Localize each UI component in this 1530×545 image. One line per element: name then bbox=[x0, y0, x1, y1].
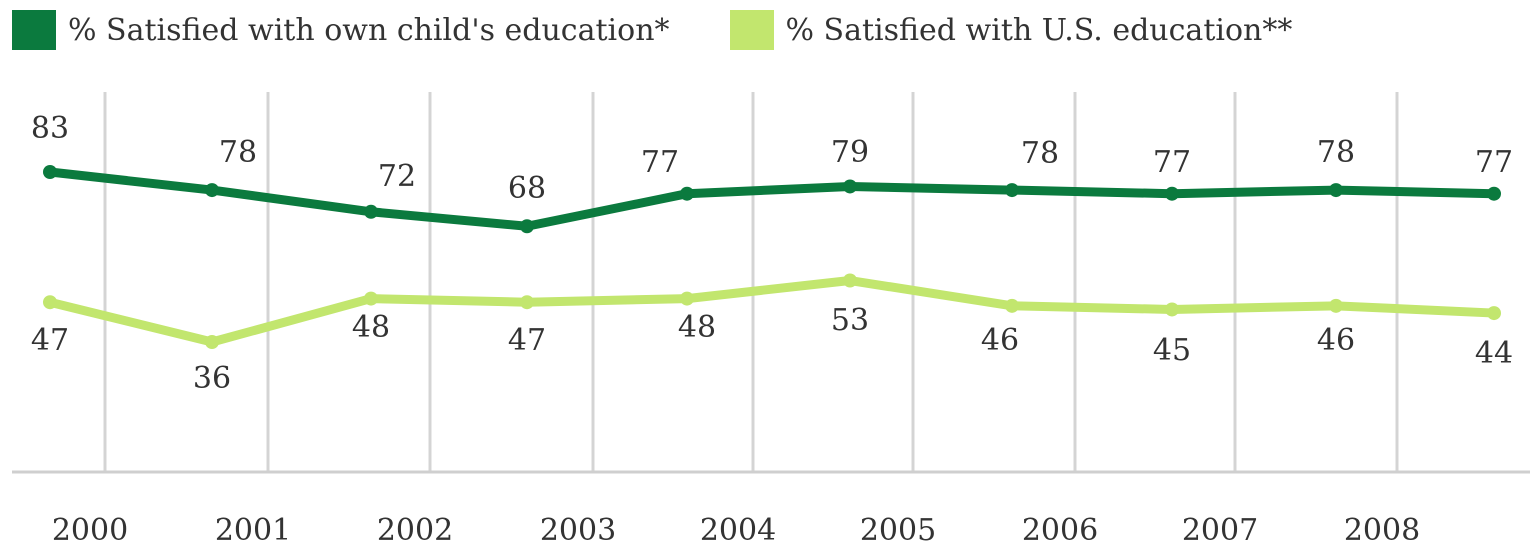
data-label-s0-7: 77 bbox=[1153, 145, 1191, 180]
data-label-s0-5: 79 bbox=[831, 135, 869, 170]
data-point-s1-8 bbox=[1329, 298, 1343, 313]
data-label-s1-5: 53 bbox=[831, 303, 869, 338]
data-point-s1-7 bbox=[1165, 302, 1179, 317]
data-point-s1-4 bbox=[680, 291, 694, 306]
data-label-s0-8: 78 bbox=[1317, 135, 1355, 170]
x-tick-label-2003: 2003 bbox=[540, 513, 616, 545]
data-point-s0-3 bbox=[520, 219, 534, 234]
data-point-s0-5 bbox=[843, 179, 857, 194]
data-label-s1-9: 44 bbox=[1475, 336, 1513, 371]
legend-label-own-child: % Satisfied with own child's education* bbox=[68, 12, 670, 48]
legend-item-own-child: % Satisfied with own child's education* bbox=[12, 10, 670, 50]
data-point-s0-8 bbox=[1329, 183, 1343, 198]
data-label-s1-7: 45 bbox=[1153, 333, 1191, 368]
data-label-s1-1: 36 bbox=[193, 361, 231, 396]
data-point-s1-3 bbox=[520, 295, 534, 310]
x-tick-label-2007: 2007 bbox=[1182, 513, 1258, 545]
legend-swatch-us-education bbox=[729, 10, 774, 50]
x-tick-label-2004: 2004 bbox=[700, 513, 776, 545]
data-label-s0-1: 78 bbox=[219, 135, 257, 170]
data-label-s1-3: 47 bbox=[508, 323, 546, 358]
data-label-s1-0: 47 bbox=[31, 323, 69, 358]
data-label-s0-9: 77 bbox=[1475, 145, 1513, 180]
data-point-s1-1 bbox=[205, 335, 219, 349]
data-point-s0-7 bbox=[1165, 186, 1179, 201]
data-point-s0-4 bbox=[680, 186, 694, 201]
data-point-s1-5 bbox=[843, 273, 857, 288]
data-point-s1-9 bbox=[1487, 306, 1501, 321]
data-label-s1-8: 46 bbox=[1317, 323, 1355, 358]
data-label-s0-3: 68 bbox=[508, 171, 546, 206]
data-point-s1-0 bbox=[43, 295, 57, 310]
legend-label-us-education: % Satisfied with U.S. education** bbox=[785, 12, 1293, 48]
legend: % Satisfied with own child's education* … bbox=[12, 10, 1352, 50]
data-point-s0-2 bbox=[364, 204, 378, 219]
series-line-0 bbox=[45, 167, 1499, 231]
data-point-s0-1 bbox=[205, 183, 219, 198]
data-label-s1-2: 48 bbox=[352, 310, 390, 345]
data-label-s0-4: 77 bbox=[641, 145, 679, 180]
legend-swatch-own-child bbox=[12, 10, 56, 50]
data-point-s1-6 bbox=[1005, 298, 1019, 313]
x-tick-label-2005: 2005 bbox=[860, 513, 936, 545]
x-tick-label-2001: 2001 bbox=[215, 513, 291, 545]
data-label-s1-4: 48 bbox=[678, 310, 716, 345]
data-point-s0-0 bbox=[43, 165, 57, 179]
data-point-s0-6 bbox=[1005, 183, 1019, 198]
x-tick-label-2002: 2002 bbox=[377, 513, 453, 545]
data-label-s1-6: 46 bbox=[981, 323, 1019, 358]
data-label-s0-0: 83 bbox=[31, 111, 69, 146]
data-point-s0-9 bbox=[1487, 186, 1501, 201]
legend-item-us-education: % Satisfied with U.S. education** bbox=[729, 10, 1293, 50]
series-line-1 bbox=[45, 276, 1499, 347]
x-tick-label-2000: 2000 bbox=[52, 513, 128, 545]
x-tick-label-2008: 2008 bbox=[1344, 513, 1420, 545]
x-tick-label-2006: 2006 bbox=[1022, 513, 1098, 545]
data-point-s1-2 bbox=[364, 291, 378, 306]
data-label-s0-6: 78 bbox=[1021, 136, 1059, 171]
data-label-s0-2: 72 bbox=[378, 159, 416, 194]
